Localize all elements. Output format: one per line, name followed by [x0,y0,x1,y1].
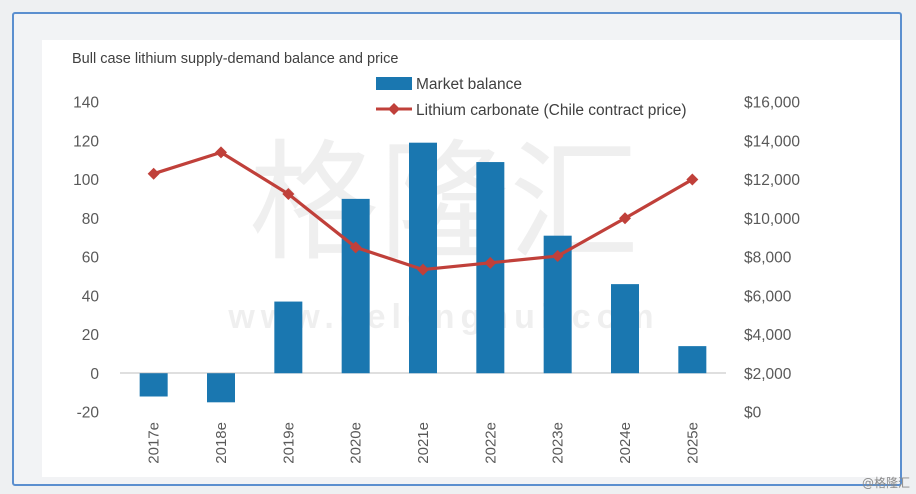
left-tick-label: 20 [82,327,100,344]
bar-2018e [207,373,235,403]
right-tick-label: $8,000 [744,250,792,267]
right-tick-label: $12,000 [744,172,800,189]
chart-svg: 格隆汇 www.gelonghui.com -20 0 20 40 60 80 100 120… [73,76,800,464]
x-tick-label: 2018e [213,422,230,464]
price-point-2021e [417,263,429,276]
left-axis: -20 0 20 40 60 80 100 120 140 [73,95,99,422]
watermark: 格隆汇 www.gelonghui.com [227,130,653,336]
left-tick-label: 80 [82,211,100,228]
price-point-2022e [484,256,497,269]
x-tick-label: 2023e [550,422,567,464]
right-tick-label: $14,000 [744,133,800,150]
bar-series [139,142,707,403]
x-tick-label: 2021e [415,422,432,464]
x-tick-label: 2019e [280,422,297,464]
chart-frame: 格隆汇 www.gelonghui.com -20 0 20 40 60 80 100 120… [12,12,902,486]
left-tick-label: 40 [82,288,100,305]
right-tick-label: $10,000 [744,211,800,228]
x-tick-label: 2017e [146,422,163,464]
credit-watermark: @格隆汇 [861,476,910,490]
right-tick-label: $0 [744,405,762,422]
bar-2019e [274,301,303,374]
right-tick-label: $4,000 [744,327,792,344]
price-point-2017e [147,167,160,180]
left-tick-label: 100 [73,172,99,189]
chart-title: Bull case lithium supply-demand balance … [72,51,399,67]
x-tick-label: 2025e [684,422,701,464]
legend-marker-lithium [388,103,400,115]
left-tick-label: 120 [73,133,99,150]
price-point-2024e [619,212,631,225]
price-point-2019e [282,188,295,201]
price-point-2023e [551,250,564,263]
x-axis-labels: 2017e 2018e 2019e 2020e 2021e 2022e 2023e 2024e… [146,422,702,464]
legend-label-market-balance: Market balance [416,76,522,93]
right-tick-label: $16,000 [744,95,800,112]
legend: Market balance Lithium carbonate (Chile … [376,76,687,119]
bar-2020e [341,198,370,374]
watermark-logo-text: 格隆汇 [249,130,639,276]
chart-area: 格隆汇 www.gelonghui.com -20 0 20 40 60 80 100 120… [42,40,900,477]
left-tick-label: 60 [82,250,100,267]
left-tick-label: 140 [73,95,99,112]
right-axis: $0 $2,000 $4,000 $6,000 $8,000 $10,000 $12,000… [744,95,800,422]
line-series [147,146,699,276]
left-tick-label: -20 [77,405,100,422]
price-point-2018e [215,146,227,159]
x-tick-label: 2020e [348,422,365,464]
legend-swatch-market-balance [376,77,412,90]
left-tick-label: 0 [90,366,99,383]
legend-label-lithium: Lithium carbonate (Chile contract price) [416,102,687,119]
bar-2024e [611,284,639,374]
x-tick-label: 2024e [617,422,634,464]
price-point-2025e [686,173,699,186]
right-tick-label: $2,000 [744,366,792,383]
right-tick-label: $6,000 [744,288,792,305]
bar-2025e [678,346,707,374]
bar-2017e [139,373,168,397]
price-point-2020e [349,241,362,254]
bar-2021e [409,142,437,374]
x-tick-label: 2022e [482,422,499,464]
